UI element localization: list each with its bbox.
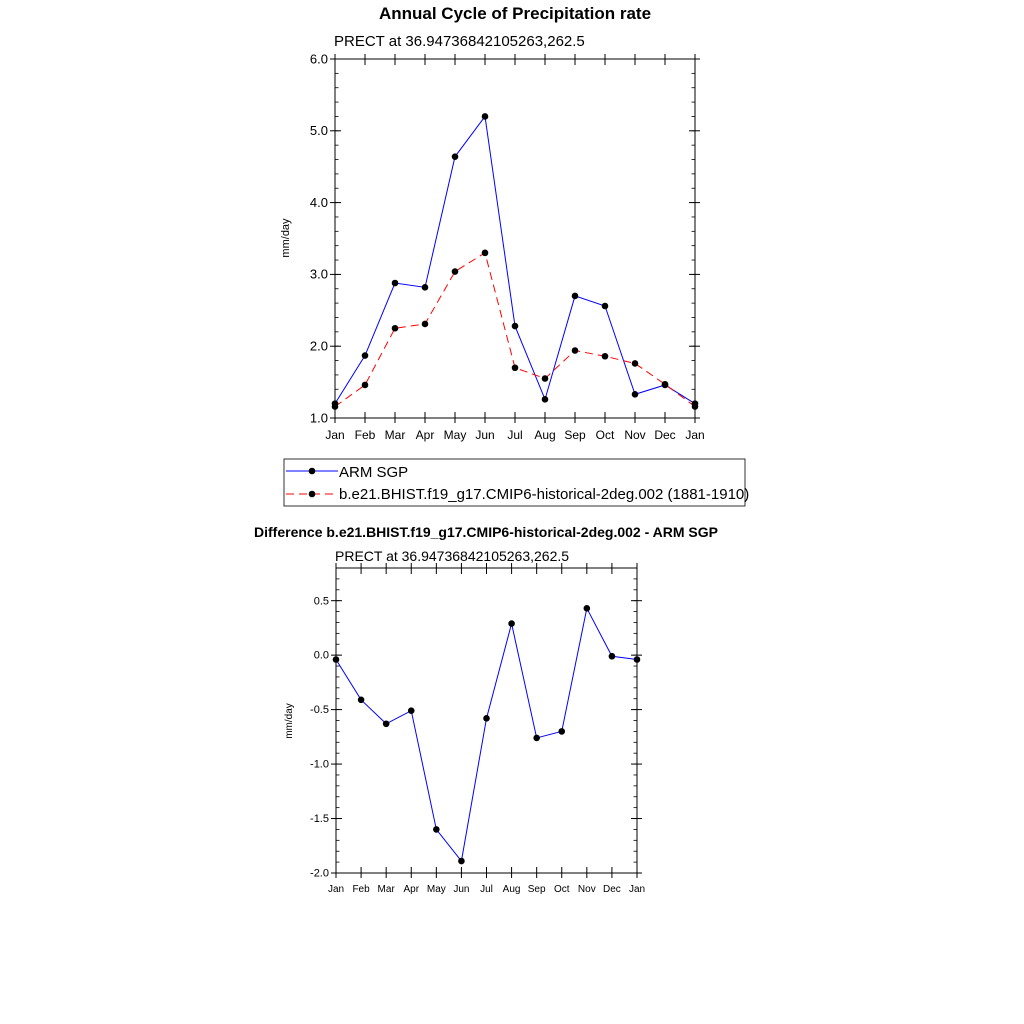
x-tick-label: Apr [403,884,419,895]
x-tick-label: Dec [603,884,621,895]
y-tick-label: 5.0 [310,123,328,138]
y-tick-label: 1.0 [310,410,328,425]
series-0-point [631,391,639,398]
x-tick-label: Sep [564,428,586,442]
y-tick-label: 3.0 [310,267,328,282]
x-tick-label: May [427,884,446,895]
series-0-point [511,322,519,330]
x-tick-label: Dec [654,428,675,442]
series-1-point [631,360,639,367]
series-0-point [558,728,566,735]
series-0-point [433,826,440,833]
series-1-point [511,364,519,372]
series-1-point [481,249,489,257]
series-group [331,113,699,410]
series-0-point [391,279,399,287]
series-0-point [633,656,641,663]
series-0-point [451,153,459,160]
series-0-point [332,656,340,663]
series-0-point [601,302,609,310]
series-0-point [481,113,489,120]
chart-title: Difference b.e21.BHIST.f19_g17.CMIP6-his… [254,524,718,540]
y-tick-label: -1.0 [310,759,329,771]
legend: ARM SGP b.e21.BHIST.f19_g17.CMIP6-histor… [283,458,749,507]
series-1-point [541,375,549,382]
x-tick-label: Mar [378,884,396,895]
series-1-point [421,320,429,328]
x-tick-label: Apr [416,428,435,442]
x-tick-label: Jun [453,884,469,895]
series-1-point [451,268,459,275]
series-group [332,605,641,865]
legend-entry-model: b.e21.BHIST.f19_g17.CMIP6-historical-2de… [286,486,749,503]
y-tick-label: 4.0 [310,195,328,210]
x-tick-label: Jan [325,428,344,442]
x-tick-label: May [444,428,467,442]
annual-cycle-panel: Annual Cycle of Precipitation rate PRECT… [280,4,749,507]
series-line-1 [334,252,696,407]
x-tick-label: Aug [534,428,555,442]
y-tick-label: 0.0 [314,650,329,662]
series-0-point [407,707,415,714]
series-line-0 [334,115,696,405]
x-tick-label: Jan [629,884,645,895]
legend-marker-model [308,490,316,498]
series-1-point [361,381,369,389]
legend-box [283,458,746,507]
x-tick-label: Mar [385,428,406,442]
x-tick-label: Aug [503,884,521,895]
series-0-point [357,696,365,704]
series-0-point [361,352,369,359]
x-tick-label: Nov [578,884,596,895]
chart-title: Annual Cycle of Precipitation rate [379,4,651,23]
series-0-point [608,652,616,660]
difference-panel: Difference b.e21.BHIST.f19_g17.CMIP6-his… [254,524,718,895]
y-tick-label: 0.5 [314,595,329,607]
x-tick-label: Jul [507,428,522,442]
y-tick-label: 2.0 [310,339,328,354]
y-tick-label: -0.5 [310,704,329,716]
legend-label-arm-sgp: ARM SGP [339,464,408,481]
series-0-point [382,720,390,728]
series-0-point [458,857,465,865]
x-tick-label: Jul [480,884,493,895]
series-0-point [421,284,429,291]
x-tick-label: Oct [596,428,615,442]
x-tick-label: Sep [528,884,546,895]
series-0-point [571,292,579,300]
series-0-point [533,734,540,742]
series-0-point [541,396,549,403]
y-axis-label: mm/day [280,218,292,258]
series-1-point [661,380,669,388]
series-1-point [571,347,579,354]
series-0-point [483,715,490,722]
x-tick-label: Jun [475,428,494,442]
chart-subtitle: PRECT at 36.94736842105263,262.5 [334,33,585,50]
x-tick-label: Oct [554,884,570,895]
series-line-0 [335,606,638,863]
y-axis-label: mm/day [284,703,295,739]
x-tick-label: Nov [624,428,645,442]
y-tick-label: -1.5 [310,813,329,825]
series-0-point [508,620,515,627]
legend-entry-arm-sgp: ARM SGP [286,464,408,481]
x-tick-label: Jan [685,428,704,442]
series-1-point [391,324,399,332]
y-tick-label: 6.0 [310,51,328,66]
axis-ticks: Jan Feb Mar Apr May Jun Jul Aug Sep Oct Nov Dec Jan 1… [310,51,705,442]
x-tick-label: Feb [355,428,376,442]
series-0-point [583,605,591,612]
series-1-point [331,403,339,410]
legend-label-model: b.e21.BHIST.f19_g17.CMIP6-historical-2de… [339,486,749,503]
legend-marker-arm-sgp [308,467,316,475]
chart-subtitle: PRECT at 36.94736842105263,262.5 [335,548,569,564]
series-1-point [691,403,699,410]
y-tick-label: -2.0 [310,868,329,880]
x-tick-label: Jan [328,884,344,895]
plot-frame [334,58,696,419]
x-tick-label: Feb [352,884,370,895]
series-1-point [601,352,609,360]
axis-ticks: Jan Feb Mar Apr May Jun Jul Aug Sep Oct Nov Dec Jan -… [310,563,645,895]
